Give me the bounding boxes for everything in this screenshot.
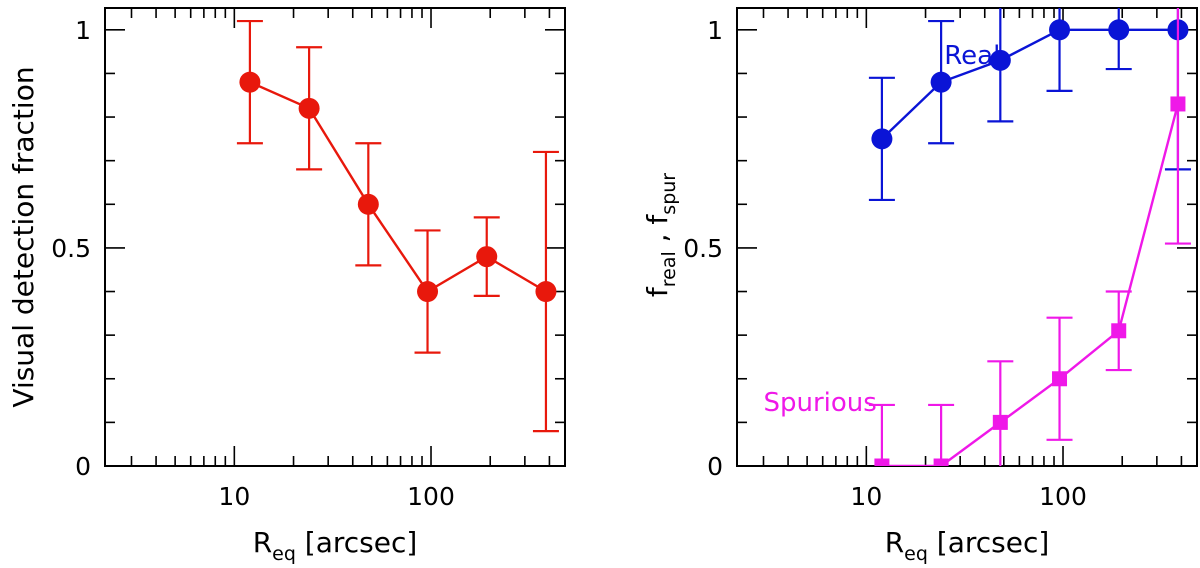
data-point <box>930 71 952 93</box>
plot-frame <box>736 7 1198 467</box>
data-point <box>874 458 890 466</box>
x-axis-label: Req [arcsec] <box>885 526 1050 565</box>
x-label-main: R <box>253 526 272 559</box>
data-point <box>417 281 439 303</box>
x-tick-label: 100 <box>407 482 455 511</box>
data-point <box>1052 371 1068 387</box>
x-label-rest: [arcsec] <box>296 526 417 559</box>
y-tick-label: 1 <box>75 16 91 45</box>
x-label-rest: [arcsec] <box>928 526 1049 559</box>
series-line <box>881 28 1178 140</box>
x-tick-label: 100 <box>1039 482 1087 511</box>
x-tick-label: 10 <box>218 482 250 511</box>
data-point <box>1170 96 1186 112</box>
series-visual-detection-fraction <box>236 19 559 433</box>
series-real <box>868 8 1191 202</box>
x-tick-label: 10 <box>850 482 882 511</box>
data-point <box>1108 19 1130 41</box>
y-tick-label: 0 <box>75 452 91 481</box>
y-label-part: f <box>641 214 674 225</box>
y-tick-label: 1 <box>707 16 723 45</box>
data-point <box>535 281 557 303</box>
series-line <box>881 103 1180 466</box>
y-tick-label: 0.5 <box>683 234 723 263</box>
left-panel: 10 100 0 0.5 1 Req [arcsec] Visual detection f… <box>7 7 566 565</box>
series-line <box>249 81 547 294</box>
data-point <box>357 193 379 215</box>
y-label-part: , <box>641 225 674 252</box>
x-label-sub: eq <box>272 543 296 565</box>
data-point <box>992 414 1008 430</box>
plot-frame <box>104 7 566 467</box>
y-label-part: spur <box>658 173 680 215</box>
series-spurious <box>868 8 1191 466</box>
plot-area <box>868 8 1191 466</box>
y-axis-label: Visual detection fraction <box>7 66 40 407</box>
data-point <box>933 458 949 466</box>
data-point <box>1111 323 1127 339</box>
data-point <box>871 128 893 150</box>
x-axis-label: Req [arcsec] <box>253 526 418 565</box>
data-point <box>298 97 320 119</box>
y-tick-label: 0 <box>707 452 723 481</box>
x-label-sub: eq <box>904 543 928 565</box>
plot-area <box>236 19 559 433</box>
data-point <box>476 246 498 268</box>
y-label-part: real <box>658 251 680 287</box>
data-point <box>239 71 261 93</box>
annotation-real: Real <box>944 41 1000 71</box>
y-axis-label: freal , fspur <box>641 173 680 297</box>
y-label-part: f <box>641 286 674 297</box>
data-point <box>989 49 1011 71</box>
y-tick-label: 0.5 <box>51 234 91 263</box>
x-label-main: R <box>885 526 904 559</box>
annotation-spurious: Spurious <box>763 388 876 418</box>
data-point <box>1049 19 1071 41</box>
